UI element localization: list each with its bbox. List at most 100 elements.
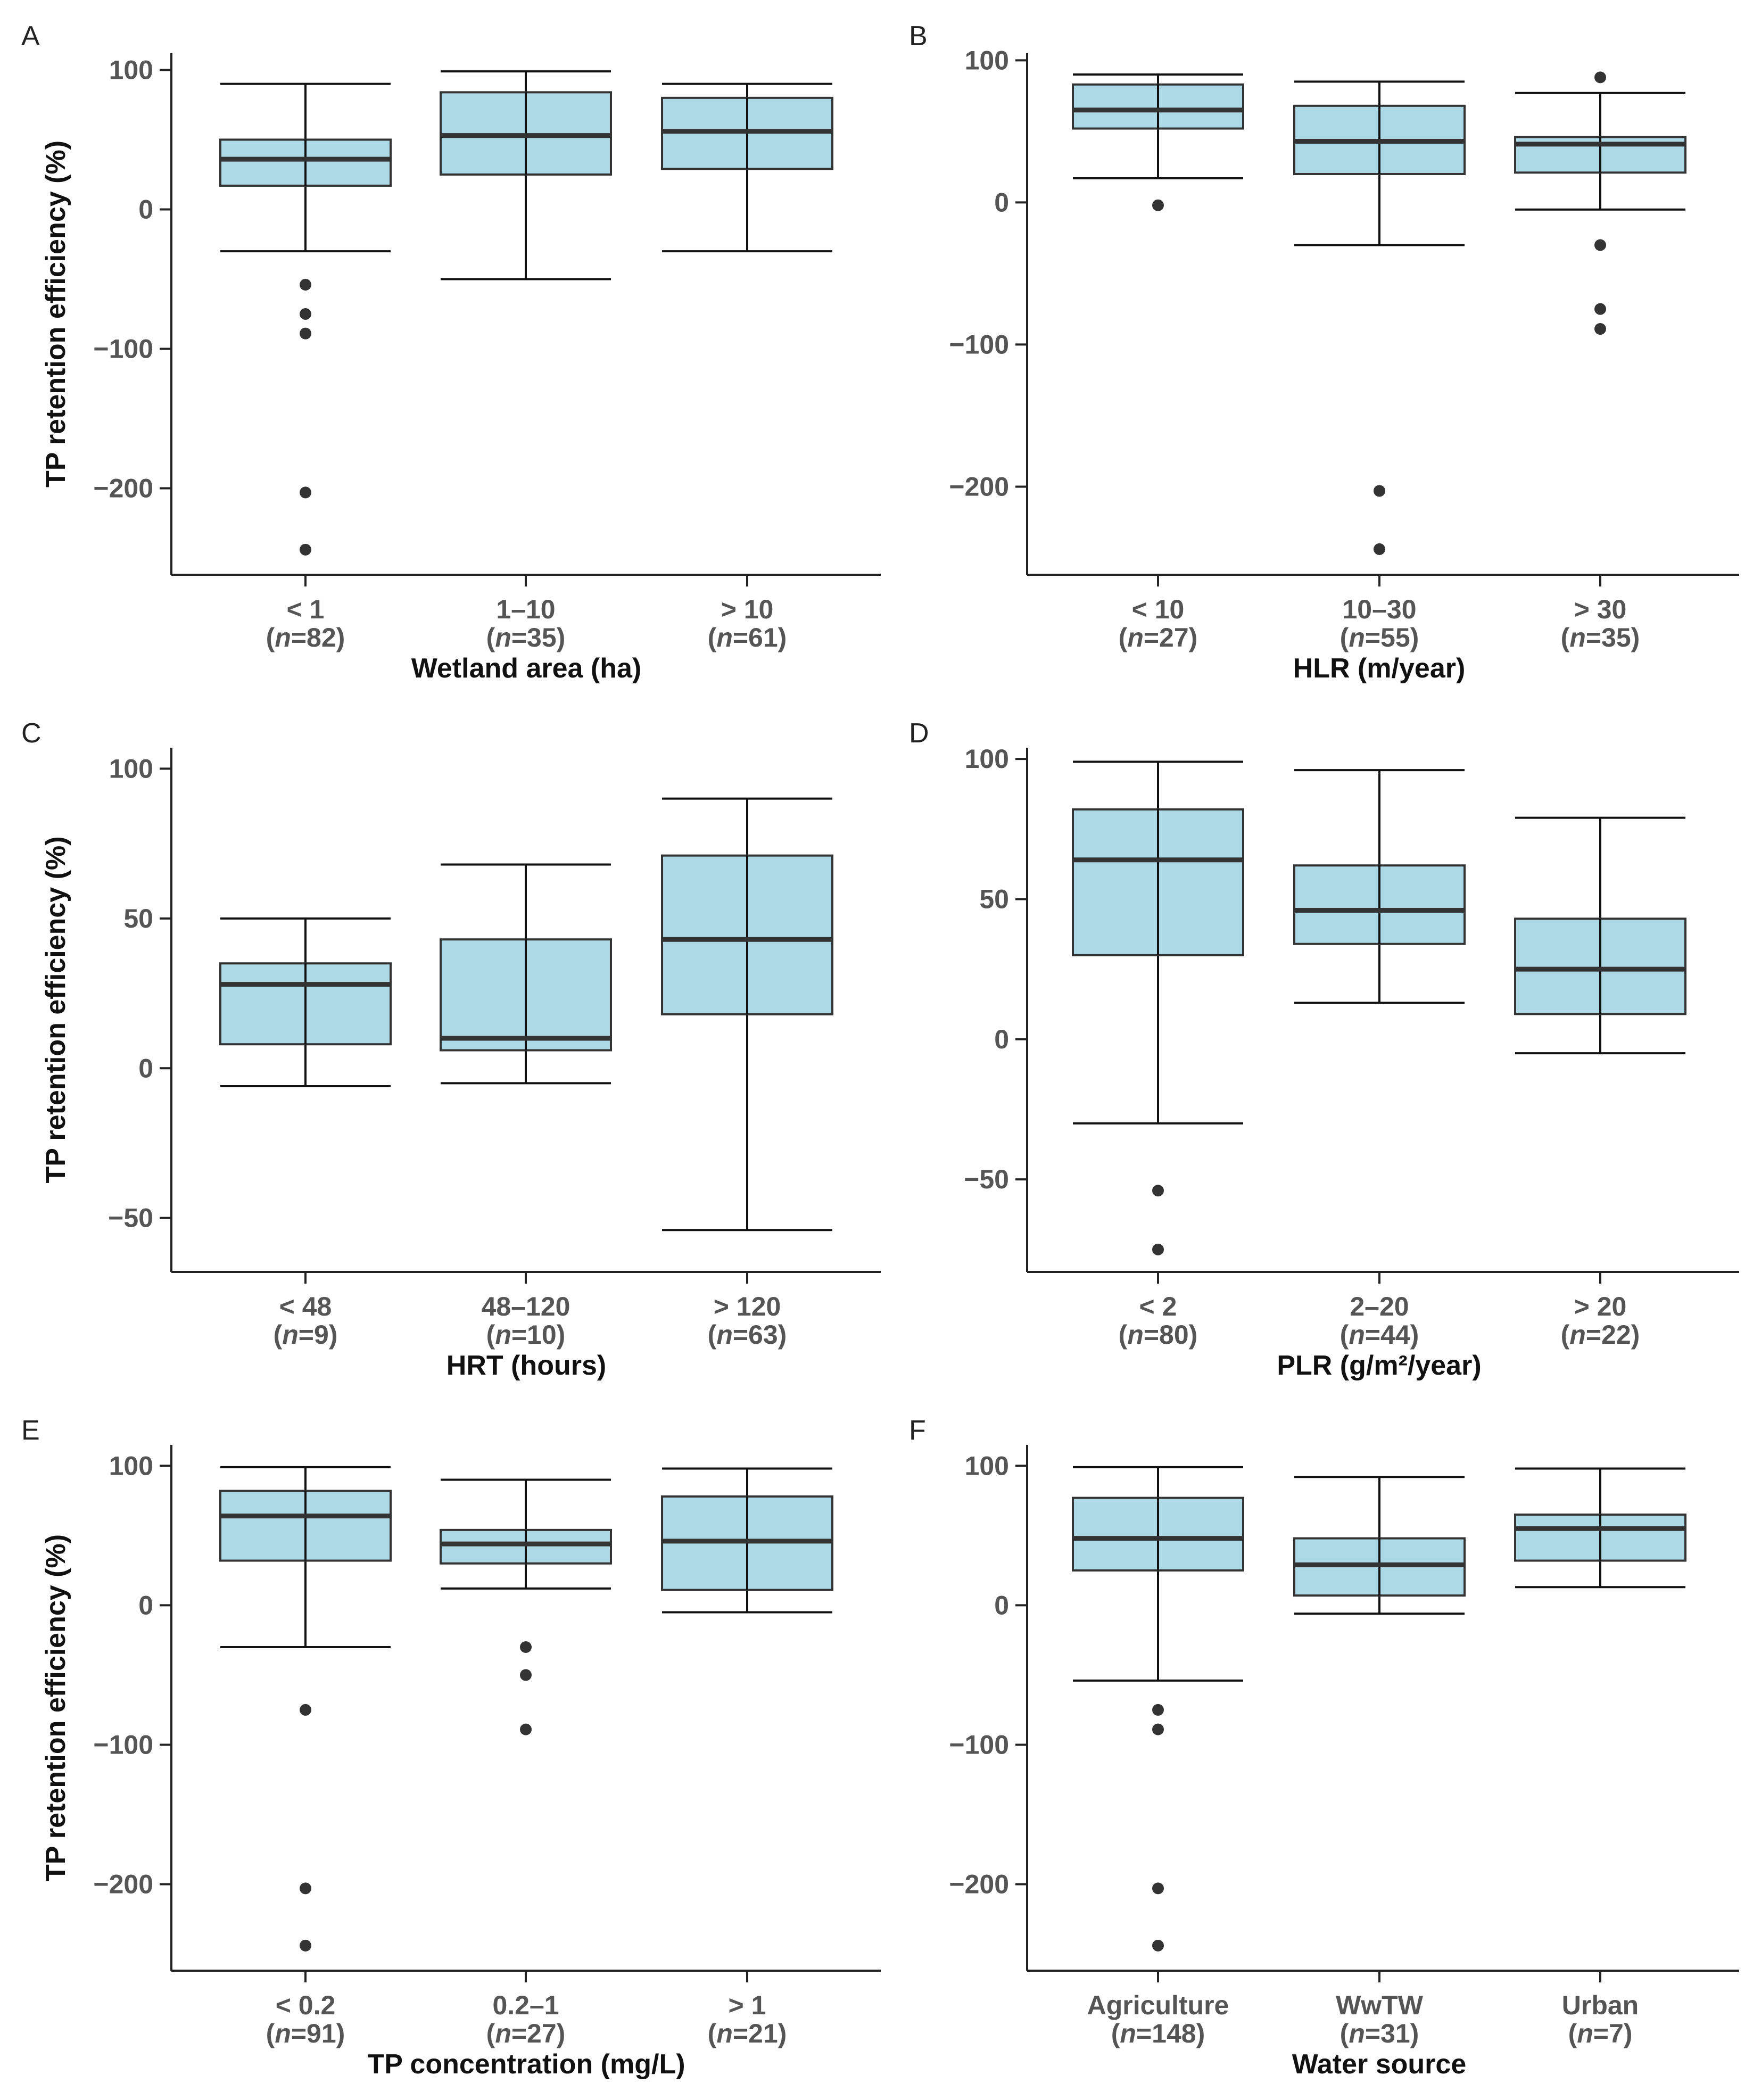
outlier-point (300, 1939, 311, 1952)
outlier-point (1152, 1185, 1164, 1197)
sample-size-label: (n=22) (1561, 1320, 1640, 1350)
box-group: < 0.2(n=91) (219, 1466, 392, 2048)
x-tick-label: < 10 (1132, 594, 1185, 624)
y-tick-label: −200 (949, 472, 1009, 501)
panel-c: C 100 50 0 −50 TP retention efficiency (%) < 4… (21, 718, 881, 1381)
y-axis-title: TP retention efficiency (%) (40, 836, 71, 1183)
x-tick-label: 2–20 (1350, 1292, 1409, 1321)
sample-size-label: (n=55) (1340, 623, 1419, 652)
x-axis-title: HRT (hours) (446, 1350, 606, 1381)
outlier-point (520, 1723, 532, 1735)
panel-e: E 100 0 −100 −200 TP retention efficiency (%)… (21, 1415, 881, 2080)
outlier-point (1594, 239, 1606, 251)
y-tick-label: 100 (109, 754, 153, 783)
outlier-point (1594, 303, 1606, 315)
sample-size-label: (n=63) (708, 1320, 787, 1350)
sample-size-label: (n=148) (1111, 2019, 1205, 2048)
x-tick-label: < 0.2 (276, 1990, 336, 2020)
x-axis-title: HLR (m/year) (1293, 653, 1466, 684)
x-tick-label: 1–10 (496, 594, 555, 624)
x-tick-label: Urban (1562, 1990, 1639, 2020)
y-tick-label: −100 (949, 1730, 1009, 1759)
y-tick-label: −100 (93, 334, 153, 364)
box-group: WwTW(n=31) (1293, 1476, 1466, 2048)
sample-size-label: (n=27) (1119, 623, 1198, 652)
y-tick-label: −200 (93, 1870, 153, 1899)
y-tick-label: 0 (994, 187, 1009, 217)
box-group: < 10(n=27) (1072, 73, 1244, 652)
outlier-point (520, 1669, 532, 1681)
sample-size-label: (n=80) (1119, 1320, 1198, 1350)
outlier-point (1152, 1882, 1164, 1895)
outlier-point (520, 1641, 532, 1653)
outlier-point (300, 1882, 311, 1895)
sample-size-label: (n=7) (1568, 2019, 1633, 2048)
box-group: 10–30(n=55) (1293, 80, 1466, 652)
x-tick-label: > 10 (721, 594, 774, 624)
box-group: < 1(n=82) (219, 82, 392, 652)
x-tick-label: 48–120 (482, 1292, 570, 1321)
sample-size-label: (n=27) (486, 2019, 566, 2048)
x-tick-label: > 120 (714, 1292, 781, 1321)
x-tick-label: WwTW (1336, 1990, 1424, 2020)
x-tick-label: > 30 (1574, 594, 1627, 624)
panel-f: F 100 0 −100 −200 Agriculture(n=148) WwTW(n=31… (909, 1415, 1739, 2080)
box-group: > 10(n=61) (661, 82, 833, 652)
panel-a: A 100 0 −100 −200 TP retention efficiency (%)… (21, 21, 881, 684)
box-group: < 2(n=80) (1072, 760, 1244, 1350)
x-axis-title: Water source (1292, 2049, 1467, 2080)
outlier-point (300, 543, 311, 556)
box-group: 0.2–1(n=27) (440, 1478, 612, 2048)
y-axis-title: TP retention efficiency (%) (40, 1534, 71, 1881)
outlier-point (1374, 485, 1385, 497)
outlier-point (300, 1704, 311, 1716)
y-tick-label: 100 (109, 55, 153, 85)
sample-size-label: (n=82) (266, 623, 345, 652)
box-group: > 1(n=21) (661, 1467, 833, 2048)
box-group: Agriculture(n=148) (1072, 1466, 1244, 2048)
outlier-point (300, 327, 311, 340)
x-tick-label: > 20 (1574, 1292, 1627, 1321)
y-tick-label: 0 (994, 1024, 1009, 1054)
sample-size-label: (n=31) (1340, 2019, 1419, 2048)
x-tick-label: Agriculture (1087, 1990, 1229, 2020)
panel-letter: A (21, 21, 40, 52)
outlier-point (1152, 1704, 1164, 1716)
y-tick-label: −50 (108, 1203, 153, 1233)
box-group: > 20(n=22) (1514, 816, 1686, 1350)
sample-size-label: (n=44) (1340, 1320, 1419, 1350)
y-tick-label: 50 (123, 904, 153, 933)
y-tick-label: 0 (138, 194, 153, 224)
panel-letter: E (21, 1415, 40, 1446)
y-tick-label: 100 (965, 1451, 1009, 1481)
x-tick-label: < 1 (287, 594, 325, 624)
outlier-point (1152, 199, 1164, 211)
y-tick-label: 50 (979, 884, 1009, 914)
x-tick-label: 10–30 (1342, 594, 1416, 624)
panel-letter: F (909, 1415, 926, 1446)
panel-d: D 100 50 0 −50 < 2(n=80) 2–20(n=44) > 20(n=22) P… (909, 718, 1739, 1381)
outlier-point (1152, 1243, 1164, 1255)
x-tick-label: 0.2–1 (492, 1990, 559, 2020)
y-tick-label: 0 (138, 1590, 153, 1620)
y-tick-label: −200 (949, 1870, 1009, 1899)
y-axis-title: TP retention efficiency (%) (40, 140, 71, 487)
y-tick-label: −100 (949, 329, 1009, 359)
y-tick-label: −100 (93, 1730, 153, 1759)
outlier-point (1374, 543, 1385, 555)
x-tick-label: > 1 (729, 1990, 766, 2020)
sample-size-label: (n=10) (486, 1320, 566, 1350)
outlier-point (300, 486, 311, 499)
outlier-point (1594, 71, 1606, 84)
sample-size-label: (n=61) (708, 623, 787, 652)
x-axis-title: PLR (g/m²/year) (1277, 1350, 1481, 1381)
x-axis-title: TP concentration (mg/L) (367, 2049, 685, 2080)
y-tick-label: 0 (138, 1053, 153, 1083)
y-tick-label: 100 (965, 744, 1009, 774)
outlier-point (1152, 1723, 1164, 1735)
box-group: > 120(n=63) (661, 797, 833, 1350)
x-tick-label: < 2 (1139, 1292, 1177, 1321)
y-tick-label: −50 (964, 1164, 1009, 1194)
